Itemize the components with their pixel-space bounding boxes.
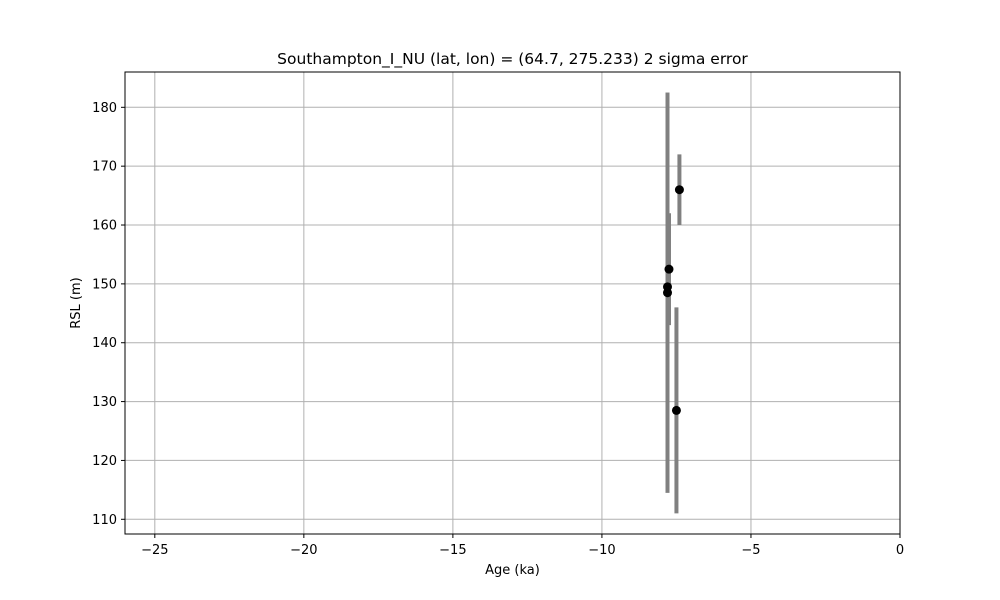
y-axis-label: RSL (m) — [69, 277, 84, 328]
x-tick-label: −5 — [741, 543, 760, 558]
data-point — [663, 282, 672, 292]
chart-title: Southampton_I_NU (lat, lon) = (64.7, 275… — [277, 50, 748, 69]
y-tick-label: 170 — [92, 160, 117, 175]
data-point — [671, 405, 681, 415]
x-tick-label: −20 — [290, 543, 317, 558]
data-point — [674, 185, 684, 195]
x-tick-label: −10 — [588, 543, 615, 558]
x-tick-label: −25 — [141, 543, 168, 558]
x-tick-label: 0 — [896, 543, 904, 558]
y-tick-label: 140 — [92, 336, 117, 351]
y-tick-label: 120 — [92, 454, 117, 469]
y-tick-label: 150 — [92, 277, 117, 292]
x-axis-ticks: −25 −20 −15 −10 −5 0 — [141, 534, 904, 558]
data-points — [663, 185, 684, 415]
plot-frame — [124, 71, 901, 535]
data-point — [664, 264, 674, 274]
y-tick-label: 130 — [92, 395, 117, 410]
y-tick-label: 180 — [92, 101, 117, 116]
y-tick-label: 110 — [92, 513, 117, 528]
x-tick-label: −15 — [439, 543, 466, 558]
y-axis-ticks: 110 120 130 140 150 160 170 180 — [92, 101, 125, 528]
x-axis-label: Age (ka) — [485, 563, 540, 578]
y-tick-label: 160 — [92, 219, 117, 234]
